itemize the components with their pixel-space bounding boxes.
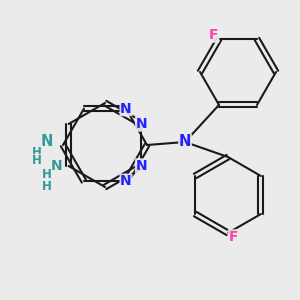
Text: H: H xyxy=(42,179,52,193)
Text: N: N xyxy=(179,134,191,149)
Text: H: H xyxy=(32,154,42,167)
Text: N: N xyxy=(41,134,53,148)
Text: F: F xyxy=(209,28,219,42)
Text: N: N xyxy=(136,159,147,173)
Text: N: N xyxy=(51,159,62,173)
Text: F: F xyxy=(228,230,238,244)
Text: N: N xyxy=(136,117,147,131)
Text: N: N xyxy=(120,102,132,116)
Text: N: N xyxy=(120,174,132,188)
Text: H: H xyxy=(32,146,42,158)
Text: H: H xyxy=(42,169,52,182)
